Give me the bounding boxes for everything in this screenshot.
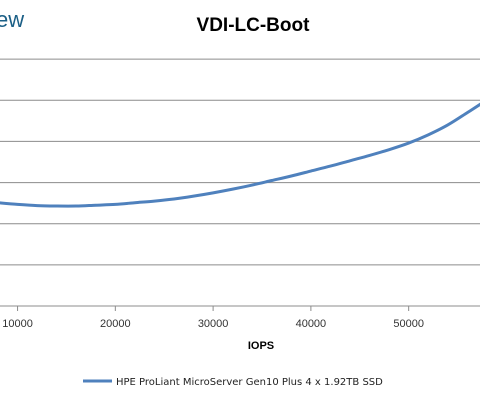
plot-area xyxy=(0,58,480,307)
chart-title: VDI-LC-Boot xyxy=(197,15,311,36)
legend: HPE ProLiant MicroServer Gen10 Plus 4 x … xyxy=(83,377,383,388)
x-tick-label: 10000 xyxy=(2,318,33,330)
x-axis-ticks: 10000 20000 30000 40000 50000 xyxy=(2,306,424,330)
x-tick-label: 50000 xyxy=(393,318,424,330)
legend-label: HPE ProLiant MicroServer Gen10 Plus 4 x … xyxy=(116,377,383,388)
x-axis-label: IOPS xyxy=(248,340,274,352)
x-tick-label: 30000 xyxy=(198,318,229,330)
series-line-1 xyxy=(0,102,480,208)
x-tick-label: 20000 xyxy=(100,318,131,330)
x-tick-label: 40000 xyxy=(296,318,327,330)
brand-logo-text: ew xyxy=(0,7,24,32)
